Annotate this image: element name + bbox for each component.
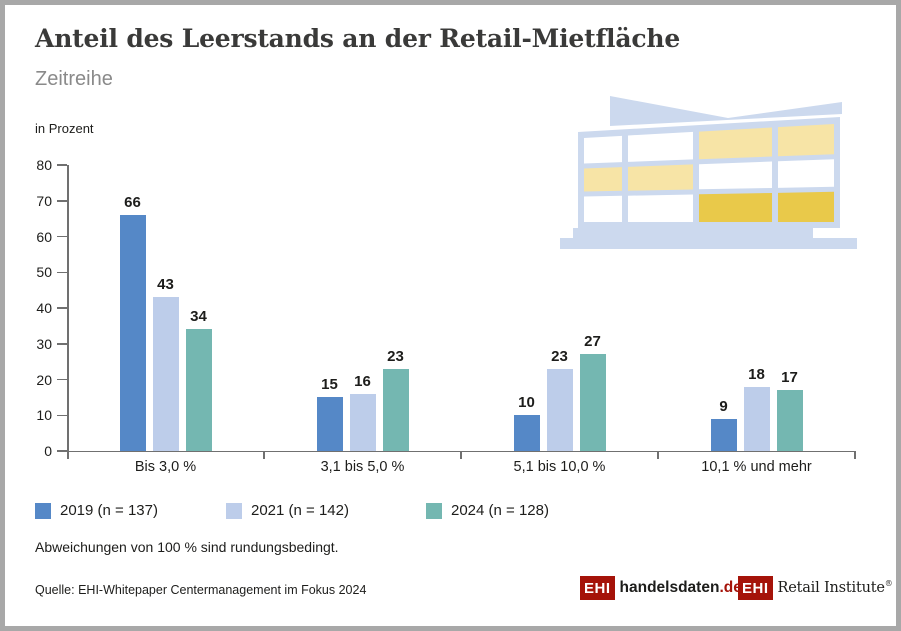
bar-2021-4: 18 xyxy=(743,165,770,451)
legend-label: 2024 (n = 128) xyxy=(451,502,549,519)
ehi-logo-icon: EHI xyxy=(738,575,773,600)
x-axis-tick xyxy=(657,451,659,459)
x-axis-tick xyxy=(460,451,462,459)
y-tick-label: 30 xyxy=(36,335,52,352)
category-group: 15 16 23 3,1 bis 5,0 % xyxy=(264,165,462,475)
bar-value-label: 34 xyxy=(190,308,207,325)
legend-swatch xyxy=(426,502,442,519)
y-tick-label: 80 xyxy=(36,157,52,173)
category-group: 10 23 27 5,1 bis 10,0 % xyxy=(461,165,659,475)
bar-2019-1: 66 xyxy=(119,165,146,451)
retail-institute-logo-text: Retail Institute® xyxy=(778,579,893,596)
x-category-label: 5,1 bis 10,0 % xyxy=(513,459,606,475)
y-tick-mark xyxy=(57,343,67,345)
legend-item: 2021 (n = 142) xyxy=(226,502,349,519)
y-tick-label: 70 xyxy=(36,192,52,209)
category-group: 66 43 34 Bis 3,0 % xyxy=(67,165,265,475)
bar xyxy=(316,397,343,451)
category-group: 9 18 17 10,1 % und mehr xyxy=(658,165,856,475)
bar-2021-3: 23 xyxy=(546,165,573,451)
y-tick-label: 50 xyxy=(36,264,52,281)
ehi-logo-icon: EHI xyxy=(580,575,615,600)
legend-item: 2024 (n = 128) xyxy=(426,502,549,519)
x-axis-line xyxy=(67,450,856,452)
bar-2024-3: 27 xyxy=(579,165,606,451)
bar xyxy=(382,369,409,451)
y-tick-mark xyxy=(57,414,67,416)
bar xyxy=(546,369,573,451)
footnote: Abweichungen von 100 % sind rundungsbedi… xyxy=(35,539,339,555)
handelsdaten-logo-text: handelsdaten.de xyxy=(620,579,742,597)
x-category-label: 3,1 bis 5,0 % xyxy=(320,459,405,475)
bar-2021-2: 16 xyxy=(349,165,376,451)
y-tick-label: 10 xyxy=(36,407,52,424)
bar-value-label: 43 xyxy=(157,276,174,293)
legend-swatch xyxy=(226,502,242,519)
bar-value-label: 15 xyxy=(321,376,338,393)
bar xyxy=(710,419,737,451)
page-title: Anteil des Leerstands an der Retail-Miet… xyxy=(35,24,681,53)
y-tick-label: 60 xyxy=(36,228,52,245)
bar xyxy=(119,215,146,451)
y-tick-mark xyxy=(57,307,67,309)
bar-value-label: 17 xyxy=(781,369,798,386)
legend-label: 2021 (n = 142) xyxy=(251,502,349,519)
logo-ehi-handelsdaten: EHI handelsdaten.de xyxy=(580,573,742,602)
y-tick-mark xyxy=(57,164,67,166)
bar-2019-2: 15 xyxy=(316,165,343,451)
legend-swatch xyxy=(35,502,51,519)
bar-2019-4: 9 xyxy=(710,165,737,451)
y-axis-line xyxy=(67,165,69,459)
y-tick-mark xyxy=(57,450,67,452)
y-tick-mark xyxy=(57,271,67,273)
bar xyxy=(579,354,606,451)
bar xyxy=(743,387,770,451)
x-category-label: Bis 3,0 % xyxy=(134,459,197,475)
bar-2024-4: 17 xyxy=(776,165,803,451)
handelsdaten-name: handelsdaten xyxy=(619,578,720,596)
plot-area: 66 43 34 Bis 3,0 % 15 16 23 3,1 bis 5,0 % 10 23 27… xyxy=(67,165,856,475)
bar xyxy=(776,390,803,451)
bar-value-label: 18 xyxy=(748,366,765,383)
legend-item: 2019 (n = 137) xyxy=(35,502,158,519)
logo-ehi-retail-institute: EHI Retail Institute® xyxy=(738,573,893,602)
bar-value-label: 27 xyxy=(584,333,601,350)
y-tick-label: 40 xyxy=(36,300,52,316)
source-line: Quelle: EHI-Whitepaper Centermanagement … xyxy=(35,583,367,597)
y-tick-mark xyxy=(57,200,67,202)
bar-2024-1: 34 xyxy=(185,165,212,451)
x-category-label: 10,1 % und mehr xyxy=(701,459,812,475)
bar xyxy=(513,415,540,451)
bar-2024-2: 23 xyxy=(382,165,409,451)
handelsdaten-tld: .de xyxy=(719,578,742,596)
shopping-center-icon xyxy=(560,96,857,249)
bar xyxy=(349,394,376,451)
registered-trademark-icon: ® xyxy=(884,579,893,589)
bar-value-label: 23 xyxy=(387,348,404,365)
y-tick-mark xyxy=(57,235,67,238)
bar-value-label: 23 xyxy=(551,348,568,365)
legend-label: 2019 (n = 137) xyxy=(60,502,158,519)
bar-value-label: 10 xyxy=(518,394,535,411)
x-axis-tick xyxy=(263,451,265,459)
bar-value-label: 16 xyxy=(354,373,371,390)
bar xyxy=(185,329,212,451)
retail-institute-name: Retail Institute xyxy=(777,579,885,596)
bar-value-label: 9 xyxy=(719,398,728,415)
y-tick-mark xyxy=(57,378,67,381)
bar-2019-3: 10 xyxy=(513,165,540,451)
bar-value-label: 66 xyxy=(124,194,141,211)
bar xyxy=(152,297,179,451)
bar-2021-1: 43 xyxy=(152,165,179,451)
y-tick-label: 0 xyxy=(44,443,52,459)
y-tick-label: 20 xyxy=(36,371,52,388)
page-subtitle: Zeitreihe xyxy=(35,68,113,90)
y-axis-unit-label: in Prozent xyxy=(35,121,94,136)
x-axis-tick xyxy=(854,451,856,459)
